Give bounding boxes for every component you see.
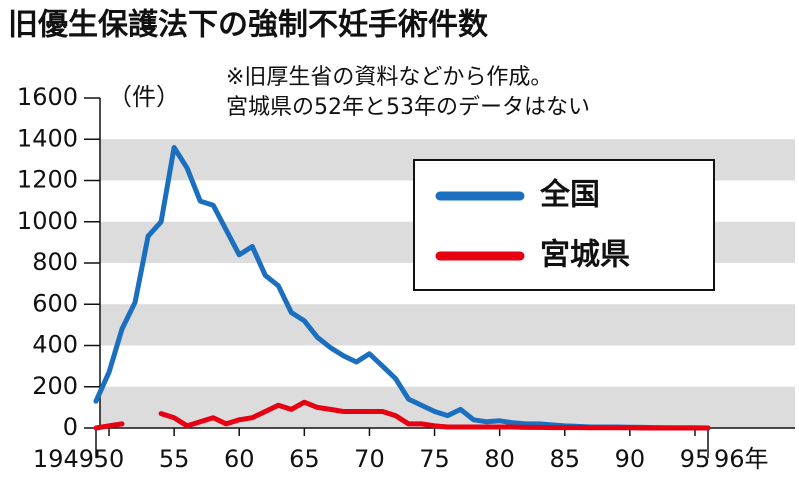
y-tick-label: 1600 xyxy=(17,83,78,111)
y-tick-label: 0 xyxy=(63,413,78,441)
y-tick-label: 400 xyxy=(32,331,78,359)
x-tick-label: 60 xyxy=(224,445,255,473)
y-tick-label: 200 xyxy=(32,372,78,400)
grid-band xyxy=(100,304,795,346)
x-tick-label: 85 xyxy=(549,445,580,473)
note: ※旧厚生省の資料などから作成。 xyxy=(226,65,552,90)
x-tick-label: 80 xyxy=(484,445,515,473)
y-tick-label: 800 xyxy=(32,248,78,276)
series-line xyxy=(93,399,711,431)
legend-box xyxy=(413,159,715,291)
chart-title: 旧優生保護法下の強制不妊手術件数 xyxy=(8,8,489,43)
x-tick-label: 1949 xyxy=(33,445,94,473)
x-tick-label: 50 xyxy=(94,445,125,473)
x-tick-label: 90 xyxy=(615,445,646,473)
y-tick-label: 1400 xyxy=(17,124,78,152)
y-tick-label: 1200 xyxy=(17,166,78,194)
note: 宮城県の52年と53年のデータはない xyxy=(226,95,590,120)
x-tick-label: 95 xyxy=(680,445,711,473)
x-tick-label: 65 xyxy=(289,445,320,473)
x-tick-label: 75 xyxy=(419,445,450,473)
legend-label: 宮城県 xyxy=(540,238,630,273)
y-tick-label: 600 xyxy=(32,289,78,317)
x-tick-label: 55 xyxy=(159,445,190,473)
x-tick-label: 96年 xyxy=(714,445,769,473)
y-axis-label: （件） xyxy=(108,83,180,111)
y-tick-label: 1000 xyxy=(17,207,78,235)
legend-label: 全国 xyxy=(539,178,600,213)
x-tick-label: 70 xyxy=(354,445,385,473)
